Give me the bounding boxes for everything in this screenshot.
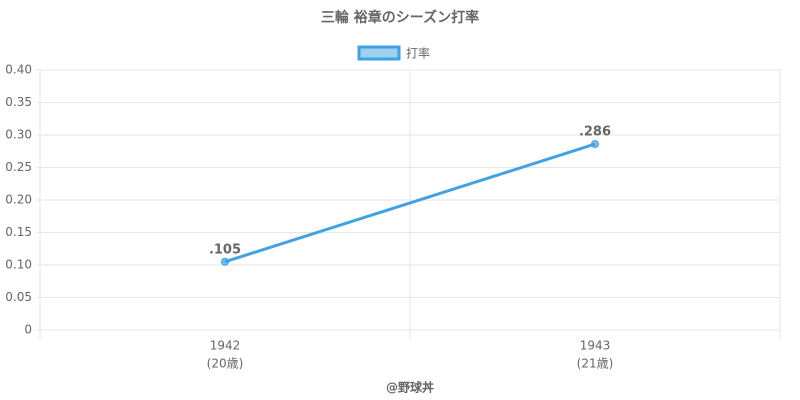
y-tick-label: 0.35 <box>5 95 32 109</box>
line <box>224 142 596 264</box>
y-tick-label: 0.10 <box>5 258 32 272</box>
y-tick-label: 0.30 <box>5 128 32 142</box>
x-tick-label: 1942 <box>210 339 241 353</box>
x-tick-sublabel: (21歳) <box>577 357 614 371</box>
x-tick-label: 1943 <box>580 339 611 353</box>
data-label: .105 <box>209 242 241 257</box>
y-tick-label: 0.25 <box>5 160 32 174</box>
legend-swatch <box>357 45 401 61</box>
x-tick-sublabel: (20歳) <box>207 357 244 371</box>
point <box>591 140 599 149</box>
point <box>221 257 229 266</box>
y-tick-label: 0.40 <box>5 63 32 77</box>
chart-title: 三輪 裕章のシーズン打率 <box>321 9 479 26</box>
data-label: .286 <box>579 125 611 140</box>
y-tick-label: 0.20 <box>5 193 32 207</box>
x-axis-label: @野球丼 <box>386 380 434 395</box>
y-tick-label: 0 <box>24 323 32 337</box>
y-tick-label: 0.15 <box>5 225 32 239</box>
y-tick-label: 0.05 <box>5 290 32 304</box>
legend-label: 打率 <box>406 46 430 61</box>
